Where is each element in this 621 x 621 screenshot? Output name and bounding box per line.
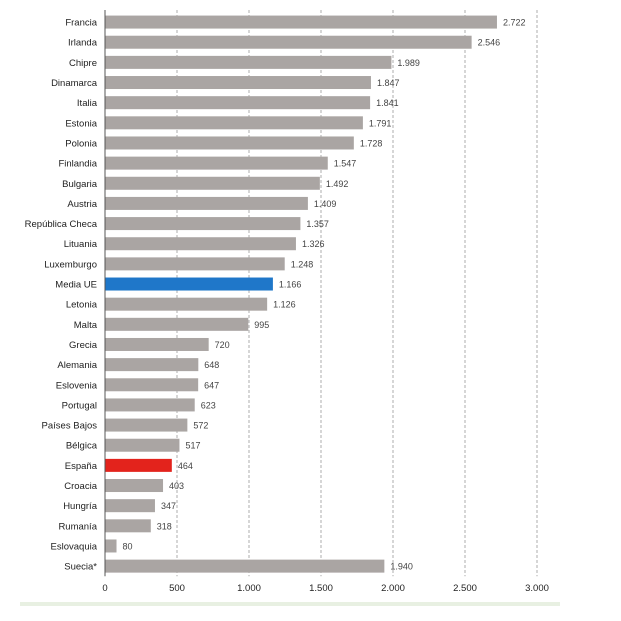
- category-label: Lituania: [64, 239, 98, 250]
- category-label: Portugal: [62, 400, 97, 411]
- value-label: 1.248: [291, 259, 314, 269]
- bar: [105, 35, 472, 49]
- category-label: Suecia*: [64, 562, 97, 573]
- grid-lines: [176, 10, 538, 577]
- value-label: 318: [157, 521, 172, 531]
- value-label: 1.841: [376, 98, 399, 108]
- bar: [105, 15, 497, 29]
- value-label: 2.722: [503, 18, 526, 28]
- x-tick-label: 2.500: [453, 583, 477, 594]
- value-label: 1.326: [302, 239, 325, 249]
- value-label: 1.357: [306, 219, 329, 229]
- bar: [105, 559, 385, 573]
- bar: [105, 196, 308, 210]
- bar: [105, 297, 268, 311]
- category-label: Países Bajos: [42, 421, 98, 432]
- category-label: Austria: [67, 199, 97, 210]
- value-label: 1.989: [397, 58, 420, 68]
- category-label: Italia: [77, 98, 98, 109]
- category-label: Finlandia: [58, 159, 97, 170]
- value-label: 720: [215, 340, 230, 350]
- category-label: Alemania: [57, 360, 97, 371]
- category-label: Bélgica: [66, 441, 98, 452]
- value-label: 572: [193, 421, 208, 431]
- x-axis: 0 500 1.000 1.500 2.000 2.500 3.000: [102, 10, 549, 594]
- category-label: Francia: [65, 18, 97, 29]
- bar: [105, 136, 354, 150]
- category-label: Hungría: [63, 501, 98, 512]
- category-label: Malta: [74, 320, 98, 331]
- bar: [105, 358, 199, 372]
- x-tick-label: 2.000: [381, 583, 405, 594]
- value-label: 464: [178, 461, 193, 471]
- bar: [105, 398, 195, 412]
- category-label: Media UE: [55, 280, 97, 291]
- bar: [105, 96, 371, 110]
- bar: [105, 458, 172, 472]
- value-label: 1.728: [360, 138, 383, 148]
- value-label: 517: [185, 441, 200, 451]
- value-label: 647: [204, 380, 219, 390]
- category-label: Polonia: [65, 138, 97, 149]
- category-label: Irlanda: [68, 38, 98, 49]
- bar: [105, 55, 392, 69]
- bar: [105, 257, 285, 271]
- bar: [105, 519, 151, 533]
- category-label: España: [65, 461, 98, 472]
- x-tick-label: 0: [102, 583, 107, 594]
- category-label: Rumanía: [58, 521, 97, 532]
- bar: [105, 378, 199, 392]
- footer-band: [20, 602, 560, 606]
- value-label: 1.492: [326, 179, 349, 189]
- x-tick-label: 3.000: [525, 583, 549, 594]
- value-label: 1.409: [314, 199, 337, 209]
- value-label: 347: [161, 501, 176, 511]
- x-tick-label: 1.000: [237, 583, 261, 594]
- bar: [105, 479, 164, 493]
- category-label: Eslovenia: [56, 380, 98, 391]
- bar: [105, 237, 296, 251]
- x-tick-label: 1.500: [309, 583, 333, 594]
- value-label: 1.166: [279, 280, 302, 290]
- value-label: 403: [169, 481, 184, 491]
- category-label: República Checa: [25, 219, 98, 230]
- value-label: 648: [204, 360, 219, 370]
- bar: [105, 217, 301, 231]
- bar: [105, 116, 363, 130]
- category-label: Bulgaria: [62, 179, 98, 190]
- category-label: Estonia: [65, 118, 97, 129]
- bar: [105, 156, 328, 170]
- bar: [105, 539, 117, 553]
- value-label: 623: [201, 400, 216, 410]
- bar: [105, 317, 249, 331]
- value-label: 2.546: [478, 38, 501, 48]
- x-tick-label: 500: [169, 583, 185, 594]
- bar: [105, 418, 188, 432]
- value-label: 1.547: [334, 159, 357, 169]
- category-label: Croacia: [64, 481, 97, 492]
- category-label: Luxemburgo: [44, 259, 97, 270]
- bars: Francia 2.722 Irlanda 2.546 Chipre 1.989 Dinam…: [25, 15, 526, 573]
- category-label: Chipre: [69, 58, 97, 69]
- value-label: 1.940: [390, 562, 413, 572]
- value-label: 1.791: [369, 118, 392, 128]
- value-label: 995: [254, 320, 269, 330]
- bar: [105, 337, 209, 351]
- bar: [105, 176, 320, 190]
- bar: [105, 277, 273, 291]
- value-label: 1.847: [377, 78, 400, 88]
- category-label: Eslovaquia: [51, 541, 98, 552]
- bar: [105, 499, 155, 513]
- category-label: Dinamarca: [51, 78, 98, 89]
- bar: [105, 76, 371, 90]
- value-label: 1.126: [273, 300, 296, 310]
- value-label: 80: [123, 541, 133, 551]
- bar: [105, 438, 180, 452]
- category-label: Grecia: [69, 340, 98, 351]
- category-label: Letonia: [66, 300, 98, 311]
